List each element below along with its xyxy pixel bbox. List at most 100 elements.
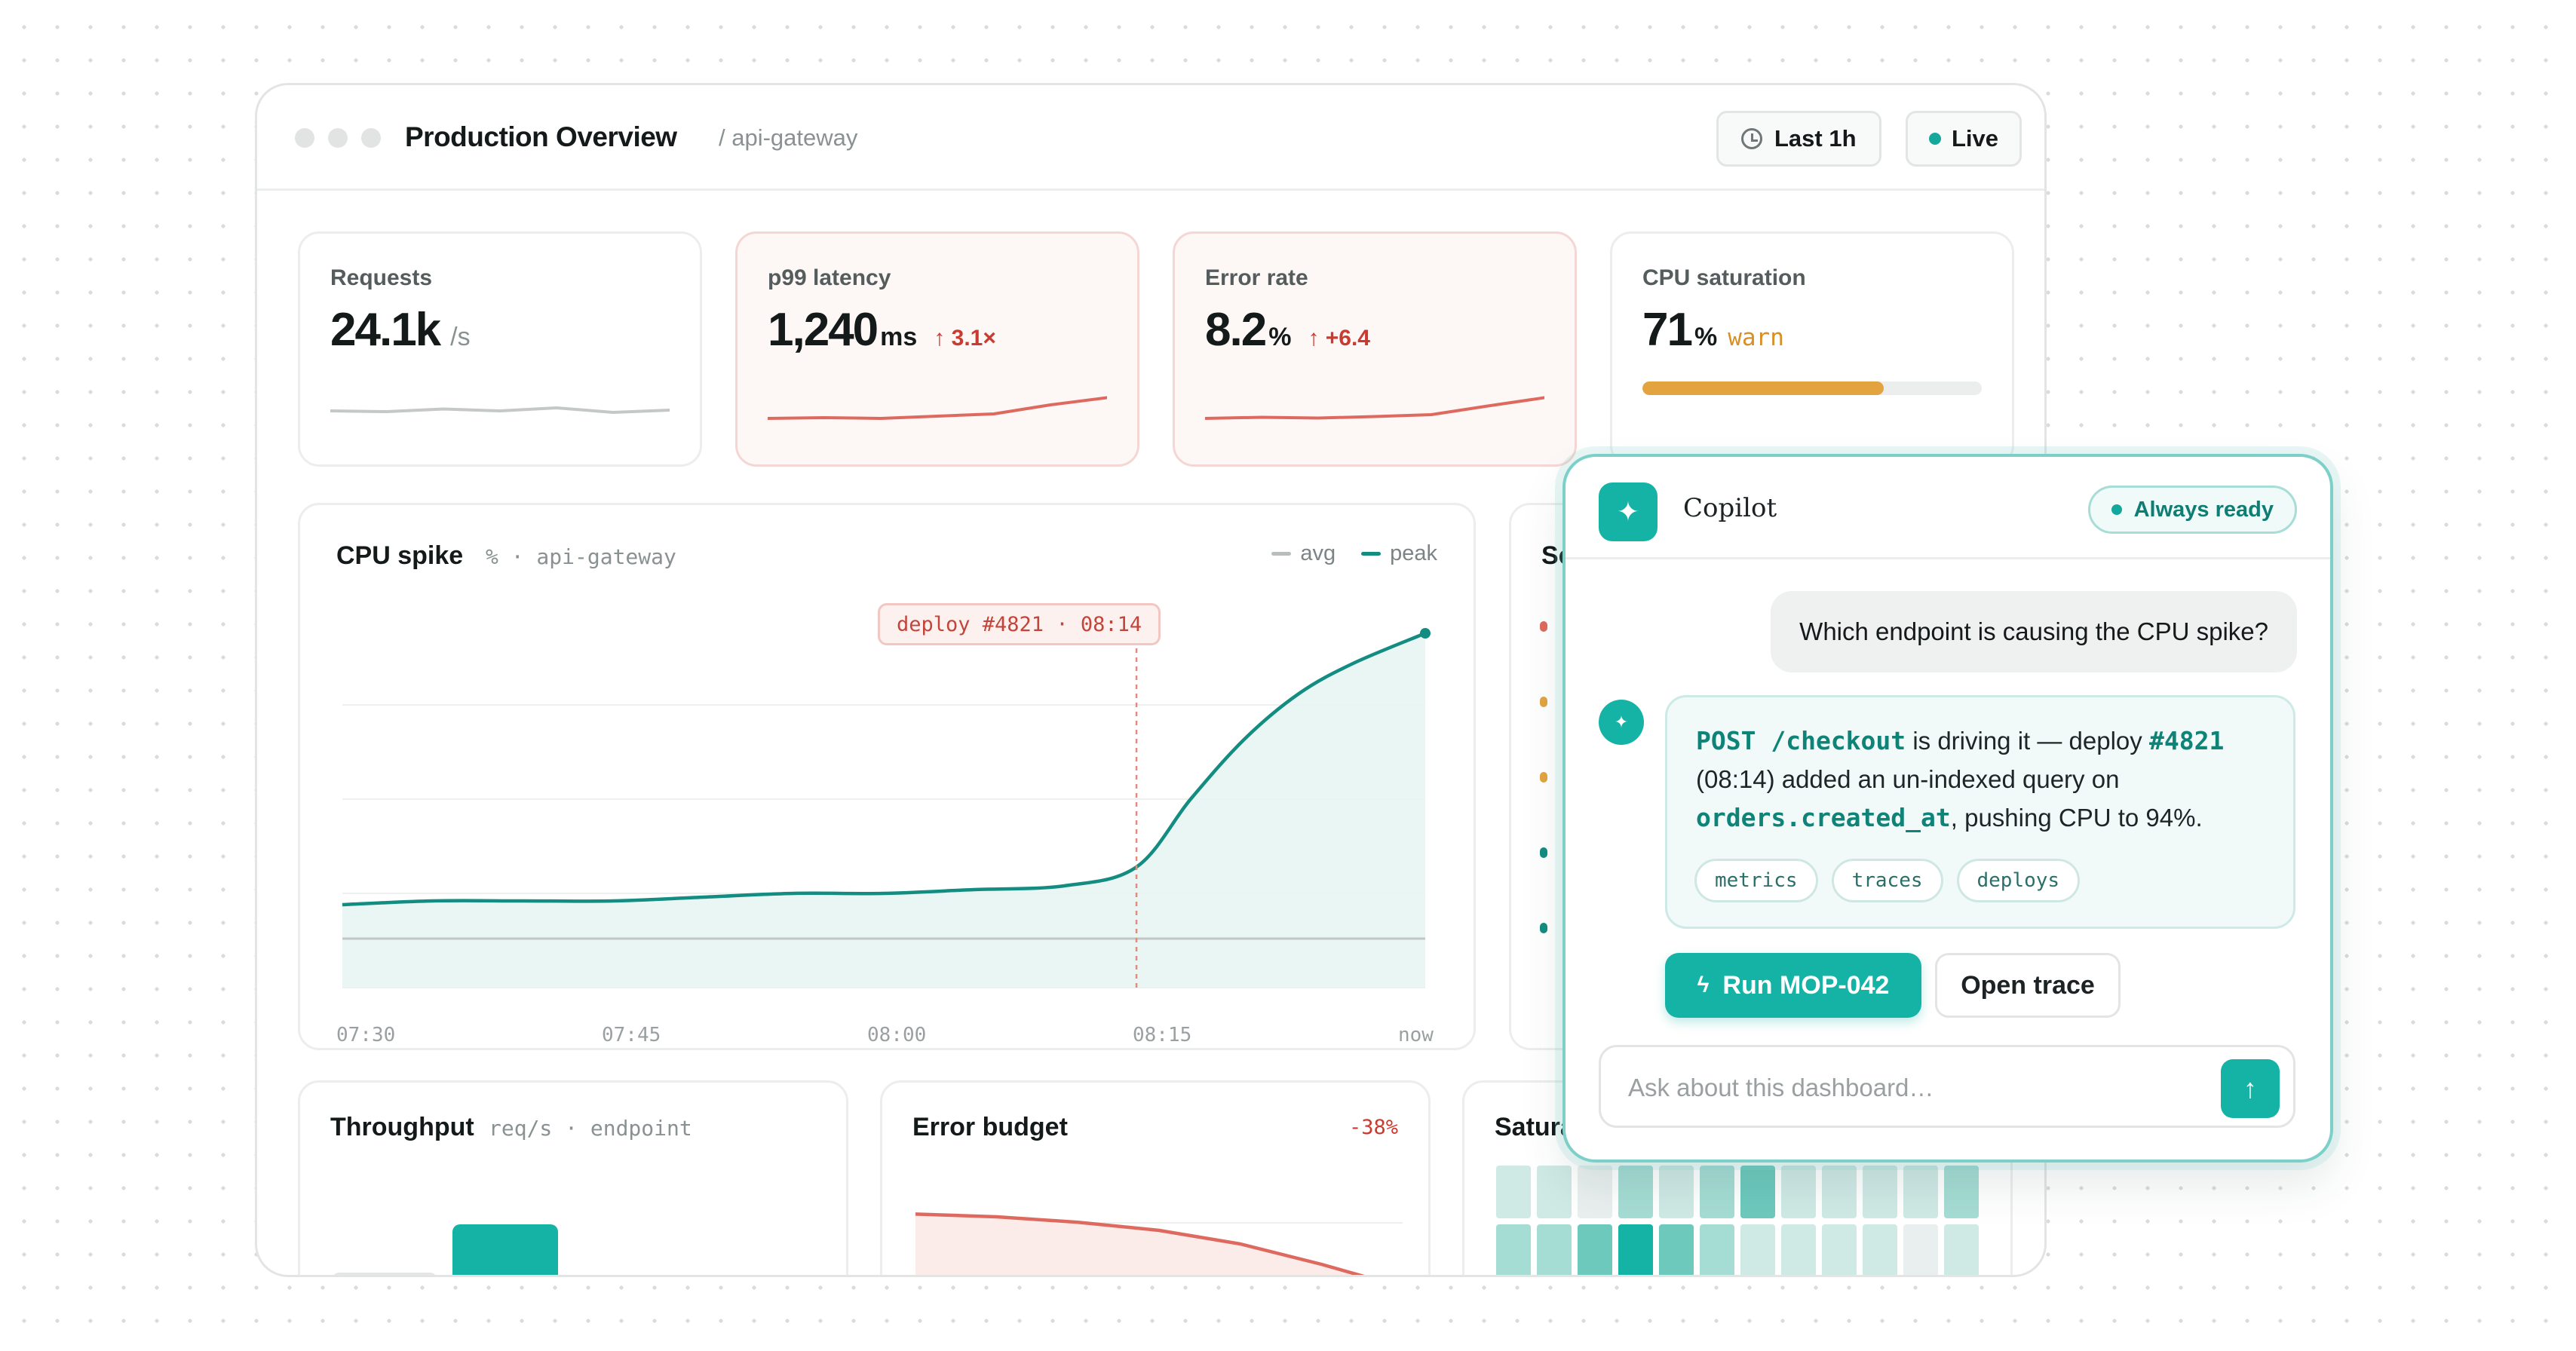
copilot-status-badge: Always ready: [2087, 486, 2297, 534]
source-pill-metrics[interactable]: metrics: [1694, 859, 1818, 902]
stat-label: CPU saturation: [1642, 265, 1806, 290]
window-titlebar: Production Overview / api-gateway Last 1…: [257, 85, 2044, 191]
time-range-button[interactable]: Last 1h: [1716, 111, 1881, 167]
window-maximize-dot[interactable]: [361, 128, 381, 148]
copilot-title: Copilot: [1683, 493, 1777, 523]
stat-label: p99 latency: [768, 265, 891, 290]
stat-card-requests[interactable]: Requests 24.1k /s: [298, 231, 702, 467]
live-button[interactable]: Live: [1906, 111, 2022, 167]
status-dot: [1540, 847, 1547, 858]
stat-value: 8.2: [1205, 304, 1267, 356]
heatmap-cell: [1863, 1166, 1897, 1218]
error-rate-sparkline: [1205, 396, 1544, 420]
status-dot: [1540, 772, 1547, 783]
deploy-annotation[interactable]: deploy #4821 · 08:14: [878, 603, 1161, 645]
source-pill-traces[interactable]: traces: [1831, 859, 1943, 902]
stat-delta-badge: ↑ 3.1×: [934, 326, 996, 351]
heatmap-cell: [1781, 1224, 1816, 1275]
cpu-saturation-bar: [1642, 381, 1982, 395]
time-range-label: Last 1h: [1774, 125, 1857, 152]
breadcrumb[interactable]: / api-gateway: [719, 124, 858, 151]
error-budget-line: [915, 1212, 1365, 1275]
stat-unit: %: [1268, 323, 1292, 351]
page-title: Production Overview: [405, 121, 677, 152]
error-budget-area: [915, 1214, 1359, 1275]
x-tick-label: now: [1398, 1024, 1434, 1046]
saturation-heatmap: [1496, 1166, 1979, 1275]
sparkline-path: [330, 406, 670, 414]
copilot-panel: ✦ Copilot Always ready Which endpoint is…: [1562, 454, 2333, 1163]
endpoint-code: POST /checkout: [1696, 726, 1906, 755]
stat-card-error-rate[interactable]: Error rate 8.2 % ↑ +6.4: [1173, 231, 1577, 467]
reply-text: , pushing CPU to 94%.: [1950, 804, 2203, 832]
reply-text: is driving it — deploy: [1906, 727, 2149, 755]
throughput-bar[interactable]: [452, 1224, 558, 1277]
column-code: orders.created_at: [1696, 803, 1951, 832]
heatmap-cell: [1822, 1224, 1857, 1275]
window-close-dot[interactable]: [295, 128, 314, 148]
heatmap-cell: [1903, 1224, 1938, 1275]
stat-value-row: 8.2 % ↑ +6.4: [1205, 303, 1370, 357]
send-button[interactable]: ↑: [2221, 1059, 2280, 1118]
window-minimize-dot[interactable]: [328, 128, 348, 148]
copilot-status-label: Always ready: [2133, 497, 2274, 522]
ask-input[interactable]: [1628, 1065, 2201, 1111]
dashboard-window: Production Overview / api-gateway Last 1…: [255, 83, 2047, 1277]
open-trace-button[interactable]: Open trace: [1935, 953, 2121, 1018]
heatmap-cell: [1578, 1224, 1612, 1275]
x-tick-label: 07:30: [336, 1024, 396, 1046]
stat-value-row: 24.1k /s: [330, 303, 471, 357]
peak-series-line: [342, 631, 1426, 907]
sparkline-path: [1205, 396, 1544, 420]
heatmap-cell: [1944, 1224, 1979, 1275]
run-mop-label: Run MOP-042: [1722, 970, 1890, 1000]
stat-label: Error rate: [1205, 265, 1308, 290]
stat-label: Requests: [330, 265, 433, 290]
cpu-saturation-fill: [1642, 381, 1884, 395]
saturation-title: Satura: [1495, 1113, 1575, 1141]
reply-text: (08:14) added an un-indexed query on: [1696, 765, 2120, 793]
peak-endpoint-marker: [1420, 628, 1431, 639]
peak-area: [342, 633, 1425, 988]
source-pill-deploys[interactable]: deploys: [1956, 859, 2081, 902]
clock-icon: [1741, 128, 1762, 149]
heatmap-cell: [1537, 1166, 1572, 1218]
requests-sparkline: [330, 406, 670, 414]
throughput-title: Throughput: [330, 1113, 474, 1141]
heatmap-cell: [1659, 1224, 1694, 1275]
cpu-spike-panel: CPU spike % · api-gateway avg peak deplo…: [298, 503, 1476, 1050]
stat-value: 71: [1642, 304, 1693, 356]
chart-legend: avg peak: [1271, 541, 1437, 566]
heatmap-cell: [1863, 1224, 1897, 1275]
status-dot: [1540, 923, 1547, 933]
legend-label-avg: avg: [1300, 541, 1336, 565]
stat-card-cpu-saturation[interactable]: CPU saturation 71 % warn: [1610, 231, 2014, 467]
deploy-ref[interactable]: #4821: [2148, 726, 2225, 755]
heatmap-cell: [1740, 1166, 1775, 1218]
stat-value-row: 71 % warn: [1642, 303, 1784, 357]
legend-swatch-avg: [1271, 552, 1292, 556]
throughput-subtitle: req/s · endpoint: [489, 1116, 692, 1141]
assistant-avatar-icon: ✦: [1599, 700, 1644, 745]
heatmap-cell: [1578, 1166, 1612, 1218]
heatmap-cell: [1944, 1166, 1979, 1218]
throughput-panel: Throughput req/s · endpoint: [298, 1080, 848, 1277]
warn-status: warn: [1728, 324, 1784, 351]
arrow-up-icon: ↑: [2243, 1073, 2257, 1104]
heatmap-cell: [1659, 1166, 1694, 1218]
heatmap-cell: [1618, 1224, 1653, 1275]
stat-unit: ms: [880, 323, 918, 351]
user-message: Which endpoint is causing the CPU spike?: [1771, 591, 2297, 672]
copilot-header: ✦ Copilot Always ready: [1566, 457, 2330, 559]
heatmap-cell: [1618, 1166, 1653, 1218]
heatmap-cell: [1496, 1166, 1531, 1218]
ask-input-box: ↑: [1599, 1045, 2295, 1128]
cpu-spike-chart: [342, 628, 1431, 988]
stat-card-p99-latency[interactable]: p99 latency 1,240 ms ↑ 3.1×: [735, 231, 1139, 467]
stat-value-row: 1,240 ms ↑ 3.1×: [768, 303, 996, 357]
heatmap-cell: [1822, 1166, 1857, 1218]
throughput-bar[interactable]: [332, 1273, 437, 1277]
legend-swatch-peak: [1361, 552, 1382, 556]
live-status-dot: [1929, 133, 1941, 145]
run-mop-button[interactable]: ϟ Run MOP-042: [1665, 953, 1921, 1018]
